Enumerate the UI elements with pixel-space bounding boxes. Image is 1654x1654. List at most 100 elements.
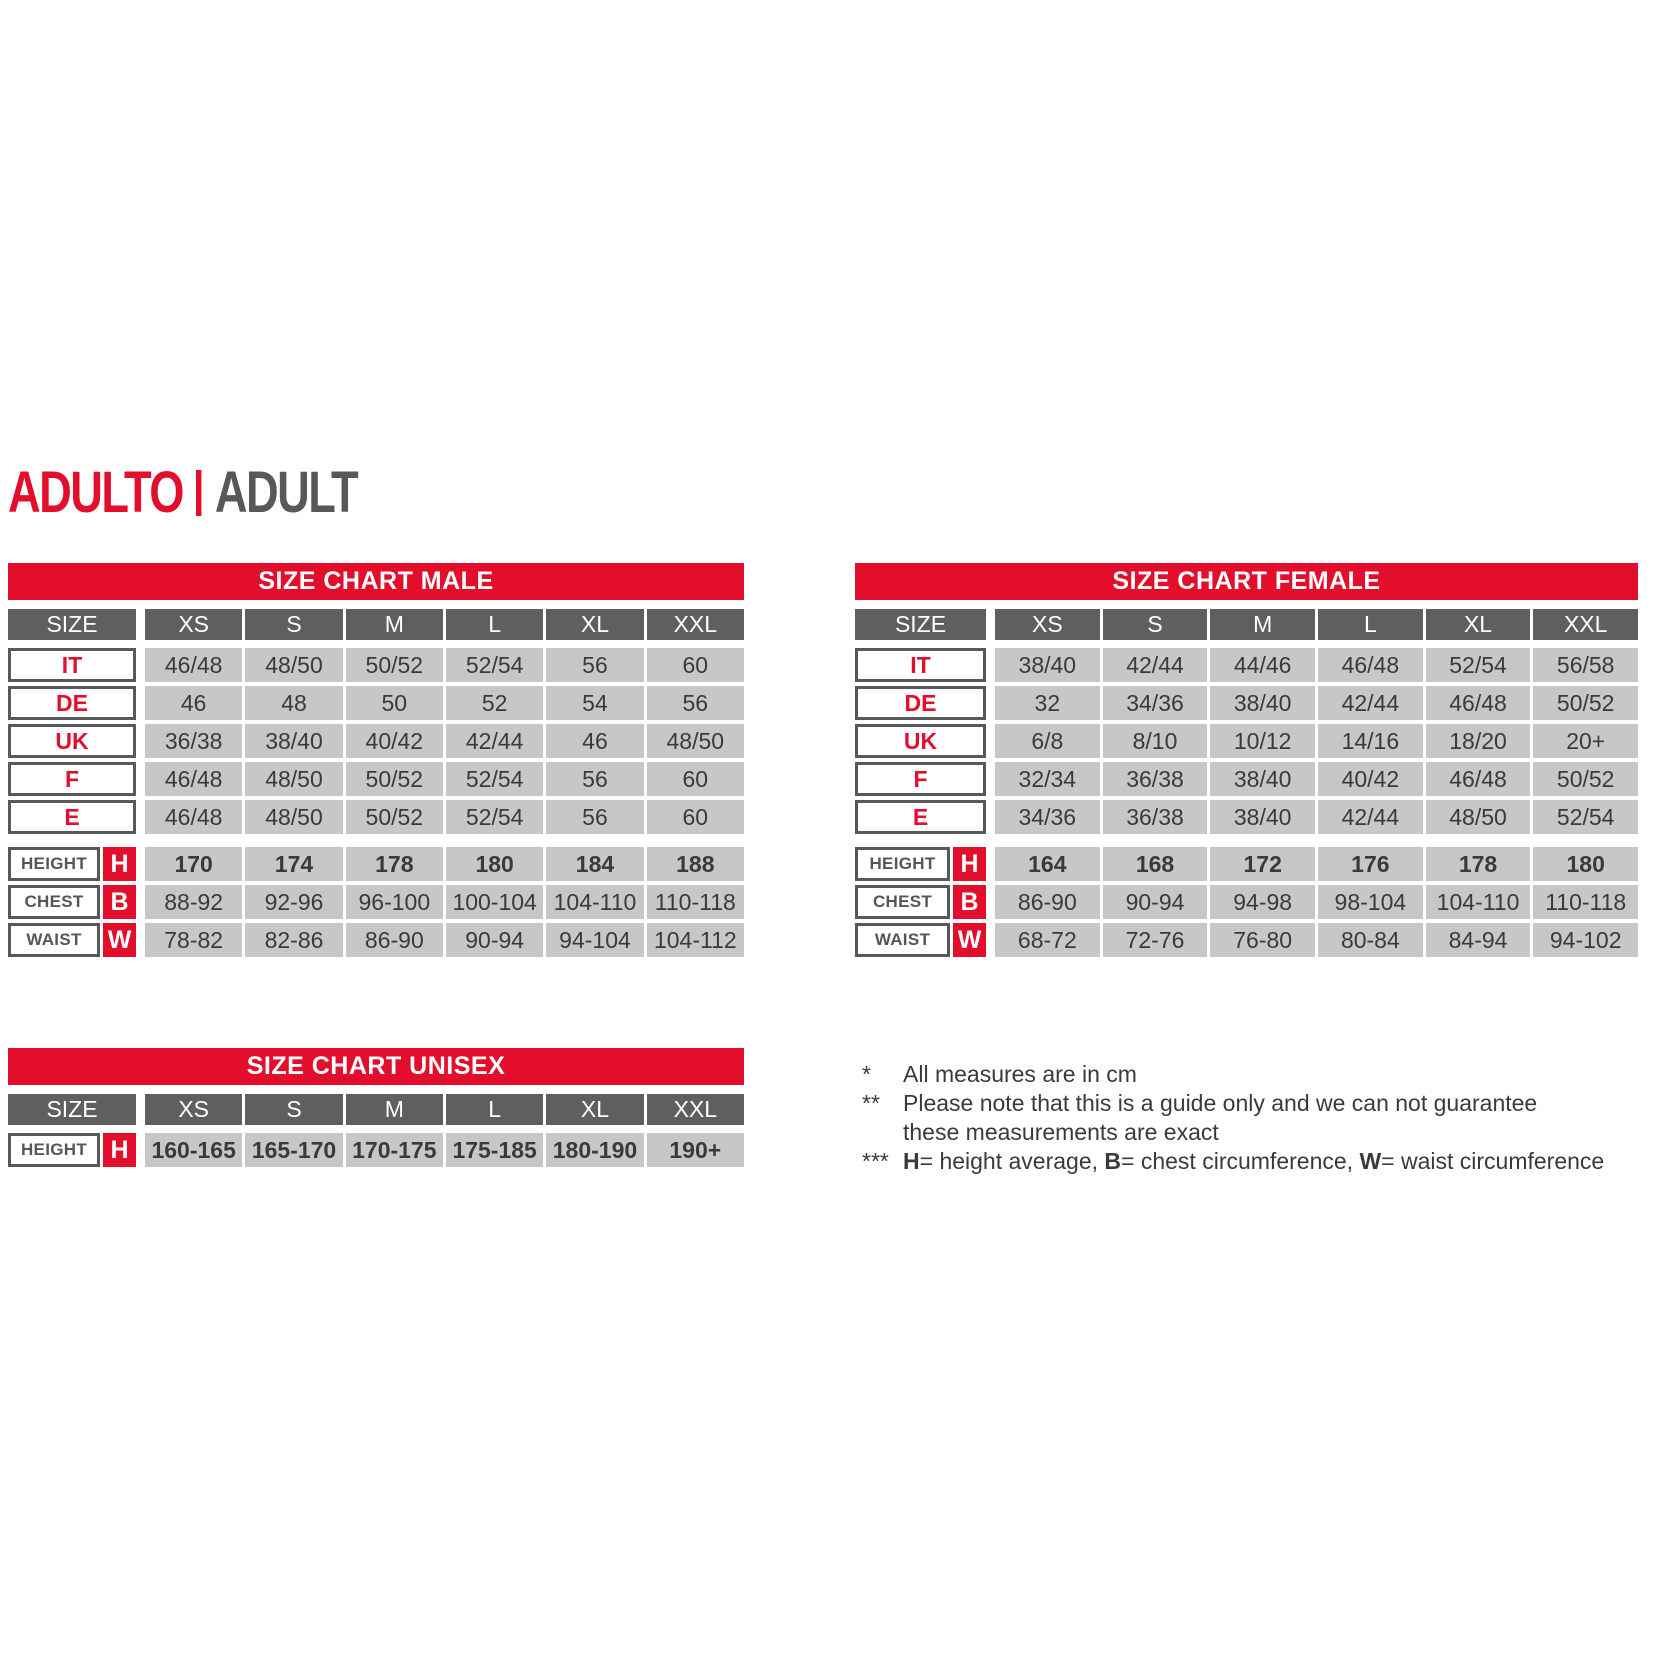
female-f-value: 36/38 (1102, 762, 1208, 796)
unisex-header-row: SIZE XS S M L XL XXL (8, 1094, 744, 1125)
female-de-value: 42/44 (1318, 686, 1423, 720)
female-column-header-l: L (1318, 609, 1423, 640)
female-column-header-s: S (1102, 609, 1208, 640)
female-it-value: 38/40 (995, 648, 1100, 682)
male-chest-value: 104-110 (546, 885, 644, 919)
female-chest-value: 90-94 (1102, 885, 1208, 919)
male-size-row-de: DE 46 48 50 52 54 56 (8, 686, 744, 720)
male-f-value: 50/52 (345, 762, 443, 796)
footnote-text: All measures are in cm (903, 1060, 1137, 1089)
male-header-cells: XS S M L XL XXL (145, 609, 744, 640)
male-measure-letter-h: H (103, 847, 136, 881)
male-column-header-s: S (245, 609, 343, 640)
male-chest-value: 100-104 (445, 885, 544, 919)
unisex-measure-letter-h: H (103, 1133, 136, 1167)
footnote-segment: = height average, (919, 1148, 1105, 1174)
size-chart-unisex-table: SIZE CHART UNISEX SIZE XS S M L XL XXL HEIGHT H 16… (8, 1048, 744, 1171)
footnote-line: H= height average, B= chest circumferenc… (903, 1147, 1604, 1176)
male-it-value: 48/50 (245, 648, 343, 682)
male-e-value: 52/54 (445, 800, 544, 834)
male-measure-cells: 88-92 92-96 96-100 100-104 104-110 110-118 (145, 885, 744, 919)
male-f-value: 52/54 (445, 762, 544, 796)
footnote-line: All measures are in cm (903, 1060, 1137, 1089)
male-row-label-it: IT (8, 648, 136, 682)
female-de-value: 38/40 (1210, 686, 1316, 720)
female-row-cells: 38/40 42/44 44/46 46/48 52/54 56/58 (995, 648, 1639, 682)
unisex-measure-row-height: HEIGHT H 160-165 165-170 170-175 175-185 180-1… (8, 1133, 744, 1167)
female-chest-value: 110-118 (1533, 885, 1639, 919)
male-height-value: 178 (345, 847, 443, 881)
male-measure-labelwrap: WAIST W (8, 923, 136, 957)
female-f-value: 38/40 (1210, 762, 1316, 796)
female-e-value: 42/44 (1318, 800, 1423, 834)
male-it-value: 56 (546, 648, 644, 682)
male-measure-cells: 170 174 178 180 184 188 (145, 847, 744, 881)
male-de-value: 54 (546, 686, 644, 720)
female-measure-labelwrap: CHEST B (855, 885, 986, 919)
female-f-value: 40/42 (1318, 762, 1423, 796)
female-size-row-e: E 34/36 36/38 38/40 42/44 48/50 52/54 (855, 800, 1639, 834)
footnote-line: Please note that this is a guide only an… (903, 1089, 1537, 1118)
female-measure-cells: 164 168 172 176 178 180 (995, 847, 1639, 881)
unisex-height-value: 190+ (646, 1133, 744, 1167)
male-chest-value: 92-96 (245, 885, 343, 919)
footnote-text: H= height average, B= chest circumferenc… (903, 1147, 1604, 1176)
female-measure-label-waist: WAIST (855, 923, 950, 957)
unisex-measure-label-height: HEIGHT (8, 1133, 100, 1167)
female-measure-letter-b: B (953, 885, 986, 919)
footnote-segment: H (903, 1148, 920, 1174)
female-de-value: 46/48 (1425, 686, 1531, 720)
female-row-label-it: IT (855, 648, 986, 682)
unisex-height-value: 170-175 (345, 1133, 443, 1167)
male-measure-label-waist: WAIST (8, 923, 100, 957)
page-title: ADULTO ADULT (8, 460, 359, 525)
footnote-marker: * (862, 1061, 871, 1087)
footnote-segment: B (1104, 1148, 1122, 1174)
footnotes: * All measures are in cm ** Please note tha… (862, 1060, 1622, 1176)
female-measure-row-chest: CHEST B 86-90 90-94 94-98 98-104 104-110 110-11… (855, 885, 1639, 919)
unisex-column-header-xs: XS (145, 1094, 243, 1125)
female-row-label-de: DE (855, 686, 986, 720)
unisex-height-value: 160-165 (145, 1133, 243, 1167)
male-row-cells: 46/48 48/50 50/52 52/54 56 60 (145, 762, 744, 796)
male-f-value: 56 (546, 762, 644, 796)
female-height-value: 172 (1210, 847, 1316, 881)
male-measure-label-chest: CHEST (8, 885, 100, 919)
female-it-value: 42/44 (1102, 648, 1208, 682)
female-measure-cells: 86-90 90-94 94-98 98-104 104-110 110-118 (995, 885, 1639, 919)
female-f-value: 50/52 (1533, 762, 1639, 796)
size-chart-female-table: SIZE CHART FEMALE SIZE XS S M L XL XXL IT 38/40 42… (855, 563, 1639, 961)
page-title-secondary: ADULT (214, 460, 359, 525)
female-waist-value: 72-76 (1102, 923, 1208, 957)
male-waist-value: 86-90 (345, 923, 443, 957)
male-measure-row-waist: WAIST W 78-82 82-86 86-90 90-94 94-104 104-112 (8, 923, 744, 957)
female-e-value: 38/40 (1210, 800, 1316, 834)
female-waist-value: 80-84 (1318, 923, 1423, 957)
male-column-header-xxl: XXL (646, 609, 744, 640)
female-measure-labelwrap: WAIST W (855, 923, 986, 957)
male-it-value: 50/52 (345, 648, 443, 682)
male-measure-letter-b: B (103, 885, 136, 919)
male-height-value: 170 (145, 847, 243, 881)
female-measure-letter-h: H (953, 847, 986, 881)
footnote-text: Please note that this is a guide only an… (903, 1089, 1537, 1147)
female-e-value: 34/36 (995, 800, 1100, 834)
male-de-value: 52 (445, 686, 544, 720)
male-size-row-it: IT 46/48 48/50 50/52 52/54 56 60 (8, 648, 744, 682)
female-table-title-banner: SIZE CHART FEMALE (855, 563, 1638, 600)
male-header-row: SIZE XS S M L XL XXL (8, 609, 744, 640)
male-measure-labelwrap: HEIGHT H (8, 847, 136, 881)
female-column-header-xl: XL (1425, 609, 1531, 640)
male-f-value: 48/50 (245, 762, 343, 796)
female-height-value: 180 (1533, 847, 1639, 881)
female-column-header-m: M (1210, 609, 1316, 640)
female-uk-value: 14/16 (1318, 724, 1423, 758)
female-it-value: 46/48 (1318, 648, 1423, 682)
female-e-value: 36/38 (1102, 800, 1208, 834)
female-row-cells: 34/36 36/38 38/40 42/44 48/50 52/54 (995, 800, 1639, 834)
female-uk-value: 8/10 (1102, 724, 1208, 758)
footnote-segment: All measures are in cm (903, 1061, 1137, 1087)
size-chart-male-table: SIZE CHART MALE SIZE XS S M L XL XXL IT 46/48 48/5… (8, 563, 744, 961)
male-de-value: 56 (646, 686, 744, 720)
